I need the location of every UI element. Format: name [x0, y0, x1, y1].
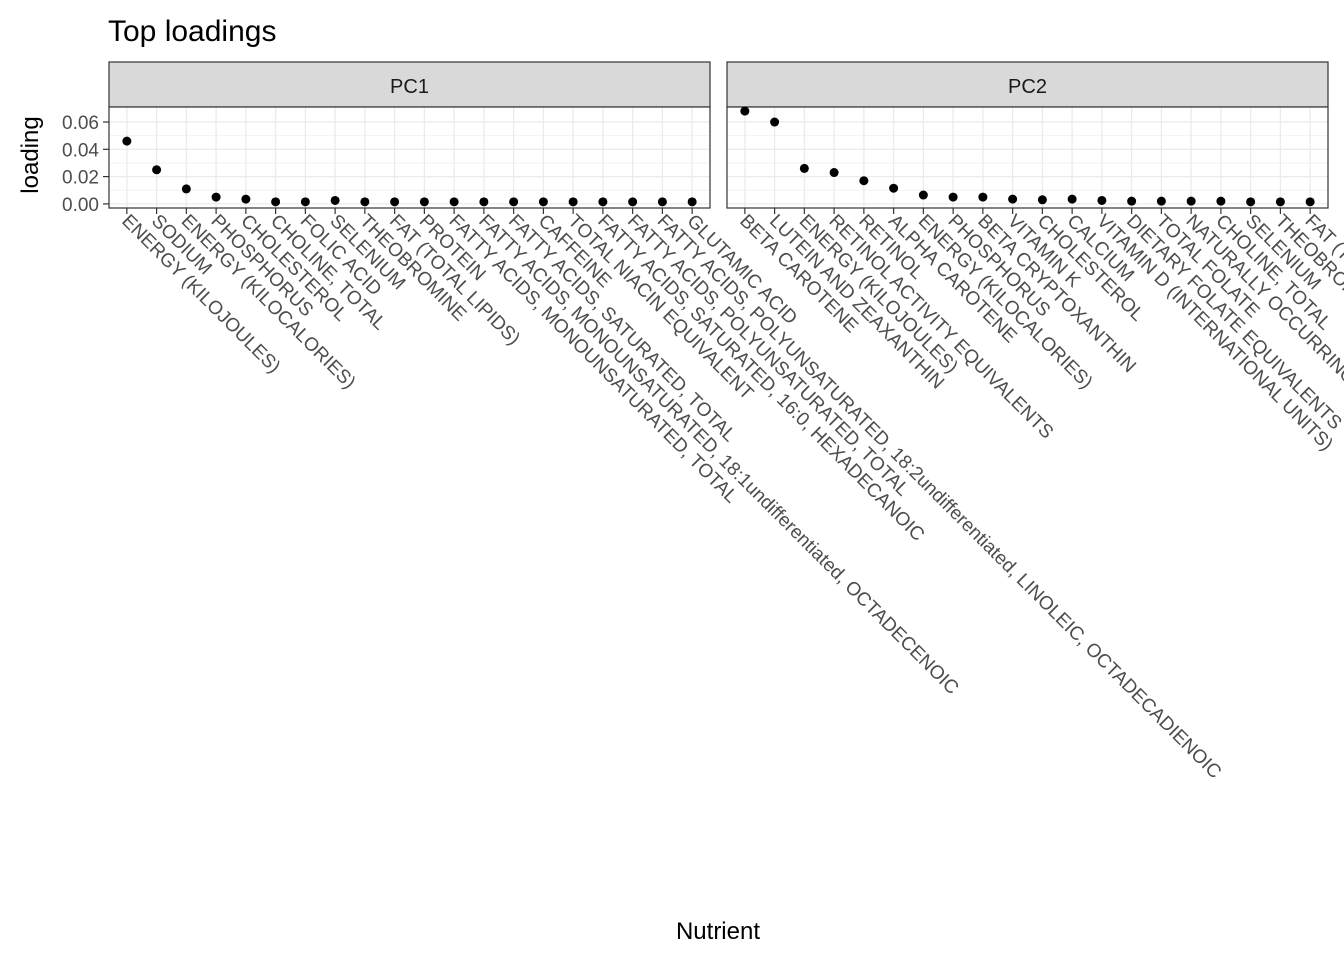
data-point	[181, 184, 191, 194]
data-point	[1097, 195, 1107, 205]
facet-strip-label: PC2	[1008, 76, 1047, 98]
data-point	[889, 183, 899, 193]
chart-title: Top loadings	[108, 15, 276, 48]
x-axis-title: Nutrient	[676, 918, 760, 945]
data-point	[538, 197, 548, 207]
data-point	[568, 197, 578, 207]
panel-background	[727, 107, 1328, 208]
y-axis: 0.00 0.02 0.04 0.06	[62, 113, 109, 216]
facet-strip	[726, 61, 1329, 108]
data-point	[1186, 196, 1196, 206]
y-tick-label: 0.02	[62, 168, 99, 189]
data-point	[1216, 196, 1226, 206]
data-point	[918, 190, 928, 200]
data-point	[300, 197, 310, 207]
data-point	[687, 197, 697, 207]
data-point	[1246, 197, 1256, 207]
data-point	[1156, 196, 1166, 206]
x-tick-label: FATTY ACIDS, POLYUNSATURATED, 18:2undiff…	[653, 211, 1225, 783]
data-point	[598, 197, 608, 207]
data-point	[1037, 195, 1047, 205]
data-point	[330, 195, 340, 205]
y-tick-label: 0.00	[62, 195, 99, 216]
panel-background	[109, 107, 710, 208]
data-point	[859, 176, 869, 186]
data-point	[829, 168, 839, 178]
data-point	[1127, 196, 1137, 206]
data-point	[390, 197, 400, 207]
data-point	[740, 106, 750, 116]
data-point	[419, 197, 429, 207]
y-tick-label: 0.06	[62, 113, 99, 134]
data-point	[770, 117, 780, 127]
data-point	[1008, 194, 1018, 204]
y-axis-title: loading	[17, 116, 44, 193]
data-point	[799, 163, 809, 173]
data-point	[211, 192, 221, 202]
data-point	[449, 197, 459, 207]
data-point	[479, 197, 489, 207]
data-point	[628, 197, 638, 207]
panel-border	[726, 106, 1329, 209]
data-point	[152, 165, 162, 175]
facet-strip	[108, 61, 711, 108]
data-point	[241, 194, 251, 204]
data-point	[122, 136, 132, 146]
data-point	[657, 197, 667, 207]
data-point	[1305, 197, 1315, 207]
y-tick-label: 0.04	[62, 140, 99, 161]
data-point	[509, 197, 519, 207]
data-point	[1275, 197, 1285, 207]
data-point	[978, 192, 988, 202]
data-point	[271, 197, 281, 207]
panel-border	[108, 106, 711, 209]
data-point	[948, 192, 958, 202]
data-point	[360, 197, 370, 207]
facet-strip-label: PC1	[390, 76, 429, 98]
data-point	[1067, 194, 1077, 204]
